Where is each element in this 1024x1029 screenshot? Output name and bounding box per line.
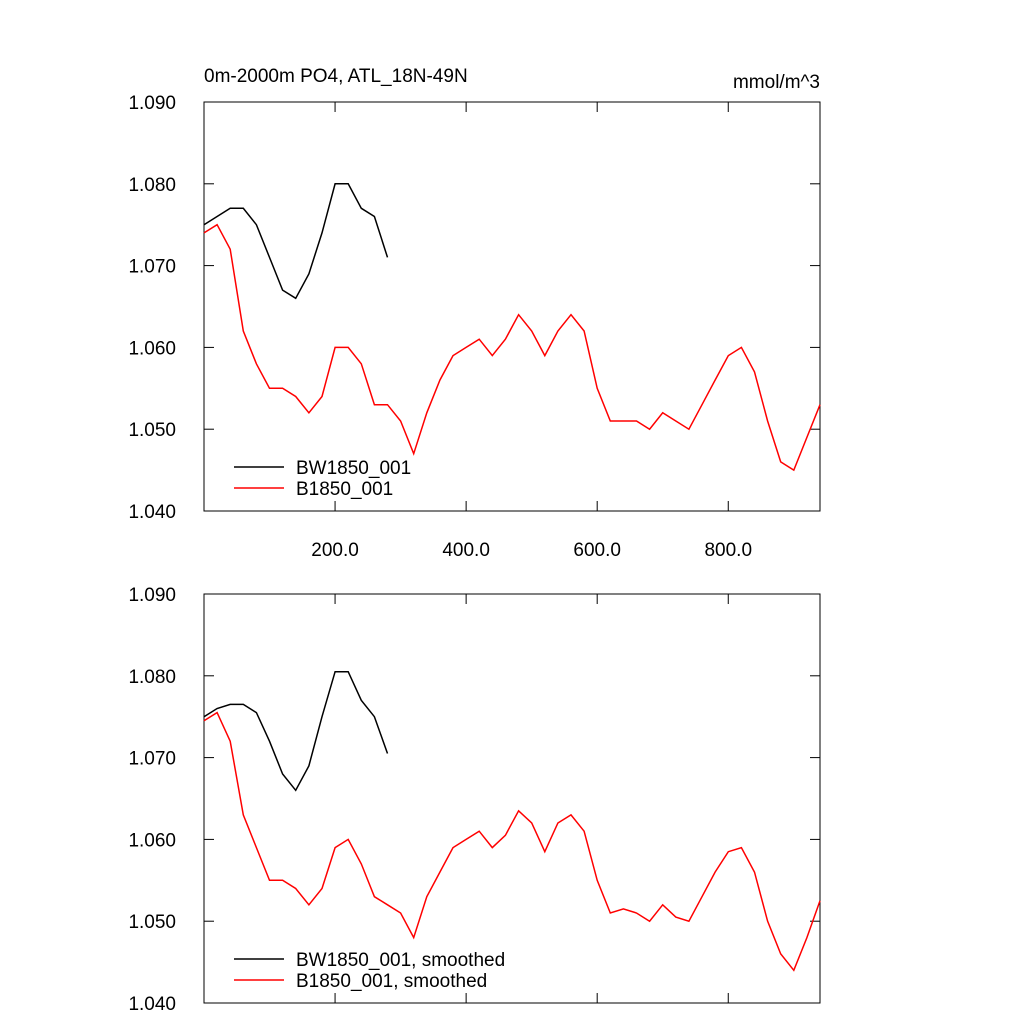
data-line (203, 711, 821, 972)
y-tick-label: 1.040 (128, 502, 176, 523)
chart-title: 0m-2000m PO4, ATL_18N-49N (204, 66, 468, 87)
y-tick-label: 1.080 (128, 175, 176, 196)
x-tick-label: 600.0 (573, 540, 621, 561)
y-tick-label: 1.080 (128, 667, 176, 688)
y-tick-label: 1.060 (128, 338, 176, 359)
y-tick-label: 1.070 (128, 749, 176, 770)
x-tick-label: 400.0 (442, 540, 490, 561)
legend-label: BW1850_001, smoothed (296, 950, 505, 971)
y-tick-label: 1.050 (128, 420, 176, 441)
y-tick-label: 1.060 (128, 830, 176, 851)
x-tick-label: 200.0 (311, 540, 359, 561)
data-line (203, 223, 821, 472)
units-label: mmol/m^3 (733, 72, 820, 93)
legend-label: BW1850_001 (296, 458, 411, 479)
legend-label: B1850_001, smoothed (296, 971, 487, 992)
y-tick-label: 1.040 (128, 994, 176, 1015)
data-line (203, 670, 389, 792)
x-tick-label: 800.0 (704, 540, 752, 561)
y-tick-label: 1.070 (128, 257, 176, 278)
legend-label: B1850_001 (296, 479, 393, 500)
data-line (203, 183, 389, 300)
y-tick-label: 1.090 (128, 585, 176, 606)
plot-frame (203, 593, 821, 1004)
y-tick-label: 1.090 (128, 93, 176, 114)
y-tick-label: 1.050 (128, 912, 176, 933)
plot-frame (203, 101, 821, 512)
